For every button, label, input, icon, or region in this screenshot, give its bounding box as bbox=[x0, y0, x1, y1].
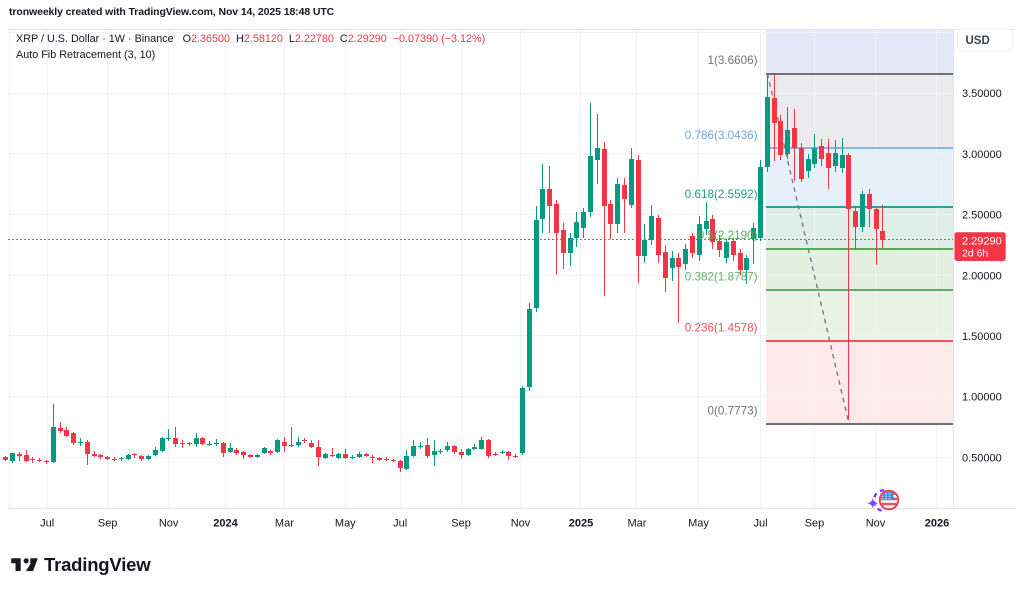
svg-text:0.786(3.0436): 0.786(3.0436) bbox=[685, 129, 758, 142]
svg-text:2025: 2025 bbox=[569, 518, 593, 530]
svg-text:May: May bbox=[335, 518, 356, 530]
svg-text:0(0.7773): 0(0.7773) bbox=[707, 404, 757, 417]
svg-text:Jul: Jul bbox=[753, 518, 767, 530]
svg-text:USD: USD bbox=[966, 35, 990, 47]
svg-text:May: May bbox=[688, 518, 709, 530]
svg-text:Nov: Nov bbox=[159, 518, 179, 530]
svg-text:Nov: Nov bbox=[866, 518, 886, 530]
svg-text:0.618(2.5592): 0.618(2.5592) bbox=[685, 188, 758, 201]
svg-text:Jul: Jul bbox=[393, 518, 407, 530]
svg-text:2d 6h: 2d 6h bbox=[962, 247, 988, 259]
svg-text:Jul: Jul bbox=[40, 518, 54, 530]
svg-text:0.382(1.8787): 0.382(1.8787) bbox=[685, 271, 758, 284]
svg-text:Mar: Mar bbox=[275, 518, 294, 530]
svg-text:Mar: Mar bbox=[628, 518, 647, 530]
svg-text:2026: 2026 bbox=[925, 518, 949, 530]
svg-text:Sep: Sep bbox=[451, 518, 471, 530]
svg-text:Sep: Sep bbox=[98, 518, 118, 530]
svg-text:1(3.6606): 1(3.6606) bbox=[707, 54, 757, 67]
svg-text:2024: 2024 bbox=[213, 518, 238, 530]
svg-text:3.00000: 3.00000 bbox=[962, 149, 1002, 161]
svg-text:2.00000: 2.00000 bbox=[962, 270, 1002, 282]
svg-text:0.236(1.4578): 0.236(1.4578) bbox=[685, 322, 758, 335]
svg-text:2.29290: 2.29290 bbox=[962, 235, 1002, 247]
svg-text:2.50000: 2.50000 bbox=[962, 210, 1002, 222]
svg-text:Sep: Sep bbox=[805, 518, 825, 530]
svg-text:0.5(2.2190): 0.5(2.2190) bbox=[698, 229, 758, 242]
svg-text:Nov: Nov bbox=[511, 518, 531, 530]
svg-text:1.00000: 1.00000 bbox=[962, 392, 1002, 404]
svg-text:0.50000: 0.50000 bbox=[962, 453, 1002, 465]
svg-text:3.50000: 3.50000 bbox=[962, 88, 1002, 100]
svg-text:1.50000: 1.50000 bbox=[962, 331, 1002, 343]
